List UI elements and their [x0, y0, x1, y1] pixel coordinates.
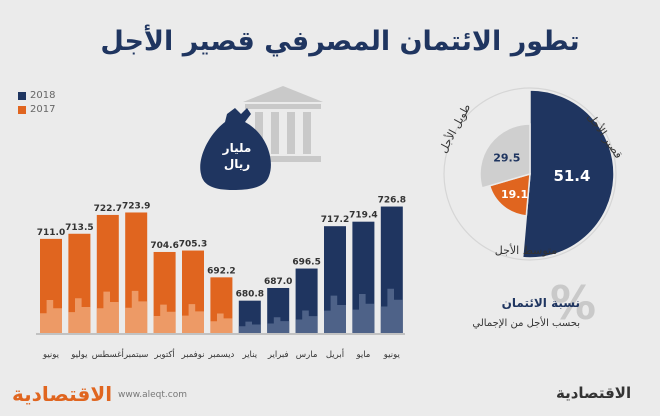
pie-value-label-2: 29.5 — [493, 152, 520, 165]
bar-value-label-1: 713.5 — [65, 223, 93, 233]
legend-2018: 2018 — [18, 90, 55, 101]
share-subtitle: بحسب الأجل من الإجمالي — [472, 318, 580, 329]
month-label-1: يوليو — [70, 350, 88, 360]
unit-label-line2: ريال — [224, 157, 250, 171]
bar-skyline-11 — [352, 294, 375, 333]
bar-skyline-2 — [96, 291, 119, 333]
legend-swatch-2017 — [18, 105, 26, 114]
bar-skyline-12 — [380, 288, 403, 333]
percent-sign: % — [550, 276, 597, 330]
pie-value-label-0: 51.4 — [553, 167, 590, 185]
month-label-7: يناير — [242, 350, 258, 360]
bar-value-label-12: 726.8 — [378, 196, 406, 206]
brand-logo-right: الاقتصادية — [556, 384, 632, 402]
legend-swatch-2018 — [18, 91, 26, 100]
pie-slice-2 — [479, 123, 531, 189]
bar-skyline-6 — [210, 313, 233, 333]
bar-value-label-10: 717.2 — [321, 215, 349, 225]
bar-value-label-3: 723.9 — [122, 201, 150, 211]
money-bag-bank-icon: مليار ريال — [200, 86, 323, 190]
month-label-12: يونيو — [383, 350, 401, 360]
bar-value-label-9: 696.5 — [292, 258, 320, 268]
unit-label-line1: مليار — [222, 141, 252, 155]
month-label-5: نوفمبر — [181, 350, 205, 360]
bar-skyline-0 — [40, 300, 62, 333]
bar-value-label-2: 722.7 — [94, 204, 122, 214]
pie-value-label-1: 19.1 — [501, 188, 528, 201]
footer-url: www.aleqt.com — [118, 390, 187, 400]
page-title: تطور الائتمان المصرفي قصير الأجل — [100, 26, 580, 57]
bar-value-label-7: 680.8 — [236, 290, 264, 300]
pie-slice-0 — [521, 89, 615, 259]
bar-skyline-5 — [182, 304, 204, 333]
month-label-9: مارس — [296, 350, 318, 360]
bank-icon — [243, 86, 323, 162]
bar-skyline-3 — [125, 290, 148, 333]
bar-skyline-1 — [68, 298, 91, 333]
bar-value-label-11: 719.4 — [349, 211, 377, 221]
legend-2017: 2017 — [18, 104, 55, 115]
bar-value-label-6: 692.2 — [207, 266, 235, 276]
bar-value-label-4: 704.6 — [150, 241, 178, 251]
bar-skyline-10 — [324, 295, 346, 333]
bar-value-label-8: 687.0 — [264, 277, 292, 287]
pie-name-label-1: متوسط الأجل — [495, 243, 558, 257]
share-title: نسبة الائتمان — [501, 296, 580, 310]
month-label-3: سبتمبر — [123, 350, 148, 360]
month-label-4: أكتوبر — [153, 348, 174, 360]
month-label-6: ديسمبر — [207, 350, 234, 360]
legend-label-2018: 2018 — [30, 90, 56, 101]
month-label-8: فبراير — [267, 350, 289, 360]
money-bag-icon: مليار ريال — [200, 108, 271, 190]
pie-name-label-2: طويل الأجل — [436, 101, 474, 155]
bar-skyline-4 — [153, 304, 176, 333]
month-label-0: يونيو — [42, 350, 60, 360]
brand-logo-left: الاقتصادية — [12, 382, 113, 406]
bar-skyline-9 — [295, 310, 318, 333]
month-label-10: أبريل — [326, 348, 344, 360]
legend-label-2017: 2017 — [30, 104, 56, 115]
bar-value-label-0: 711.0 — [37, 228, 65, 238]
month-label-11: مايو — [355, 350, 370, 360]
bar-value-label-5: 705.3 — [179, 240, 207, 250]
month-label-2: أغسطس — [92, 348, 124, 360]
pie-outline — [443, 87, 617, 261]
pie-slice-1 — [488, 172, 531, 217]
bar-skyline-7 — [238, 321, 261, 333]
bar-skyline-8 — [267, 317, 290, 333]
